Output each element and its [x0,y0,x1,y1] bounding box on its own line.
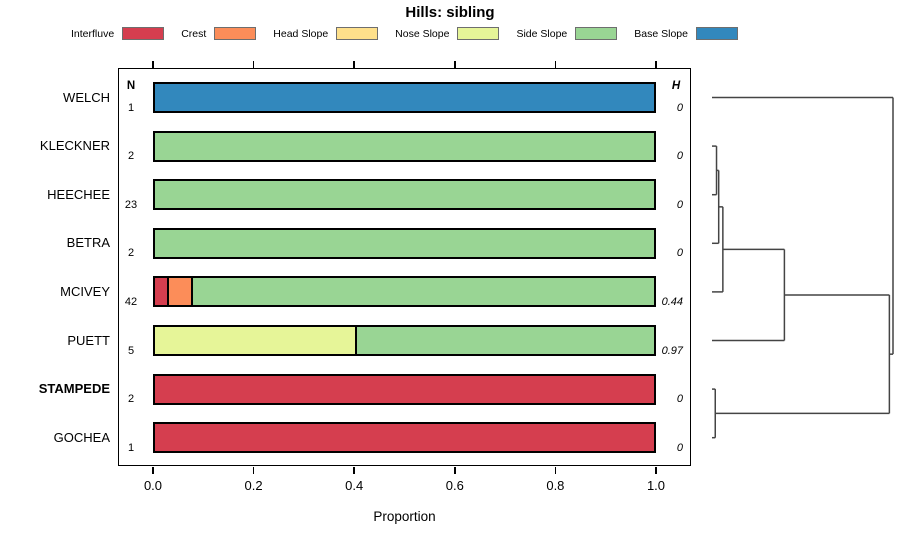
n-value-mcivey: 42 [124,295,138,308]
bar-row-welch [153,82,656,113]
legend: Interfluve Crest Head Slope Nose Slope Side … [0,25,809,42]
h-value-kleckner: 0 [676,150,683,163]
legend-item-nose-slope: Nose Slope [395,27,500,40]
x-tick-top [152,61,154,68]
n-column-header: N [126,80,136,92]
legend-item-base-slope: Base Slope [634,27,738,40]
bar-segment-base-slope [155,84,654,111]
legend-swatch-base-slope [695,27,738,40]
bar-segment-interfluve [155,375,654,403]
n-value-gochea: 1 [127,441,135,454]
row-label-kleckner: KLECKNER [39,138,110,154]
bar-row-betra [153,227,656,259]
n-value-heechee: 23 [124,198,138,211]
legend-label: Side Slope [516,27,568,40]
bar-row-kleckner [153,130,656,162]
legend-item-head-slope: Head Slope [273,27,379,40]
x-tick-top [454,61,456,68]
x-tick-bottom [252,467,255,474]
h-value-welch: 0 [676,101,683,114]
bar-row-mcivey [153,276,656,308]
x-tick-top [554,61,557,68]
x-tick-bottom [454,467,456,474]
legend-item-crest: Crest [181,27,257,40]
legend-label: Interfluve [71,27,115,40]
x-tick-bottom [554,467,557,474]
bar-segment-crest [166,278,191,306]
x-tick-bottom [353,467,355,474]
legend-label: Nose Slope [395,27,450,40]
bar-segment-nose-slope [155,327,355,354]
h-value-betra: 0 [676,247,683,260]
plot-box [118,68,691,466]
h-value-mcivey: 0.44 [661,295,683,308]
x-tick-top [353,61,355,68]
x-tick-label: 0.6 [445,478,464,493]
x-tick-bottom [152,467,154,474]
n-value-kleckner: 2 [127,150,135,163]
row-label-mcivey: MCIVEY [60,283,110,299]
row-label-heechee: HEECHEE [47,186,110,202]
bar-segment-interfluve [155,424,654,452]
x-tick-label: 0.2 [244,478,263,493]
legend-swatch-head-slope [336,27,379,40]
legend-label: Head Slope [273,27,329,40]
x-tick-label: 0.4 [345,478,364,493]
n-value-puett: 5 [127,344,135,357]
bar-segment-side-slope [190,278,654,306]
bar-row-heechee [153,179,656,211]
legend-item-side-slope: Side Slope [516,27,618,40]
n-value-betra: 2 [127,247,135,260]
row-label-gochea: GOCHEA [53,429,110,445]
chart-title: Hills: sibling [405,4,495,21]
bar-segment-side-slope [354,327,654,354]
legend-label: Crest [181,27,207,40]
h-column-header: H [671,80,681,92]
legend-swatch-interfluve [122,27,165,40]
x-tick-label: 0.8 [546,478,565,493]
row-label-stampede: STAMPEDE [38,381,110,397]
row-label-betra: BETRA [66,235,110,251]
legend-item-interfluve: Interfluve [71,27,165,40]
bar-row-gochea [153,422,656,454]
x-tick-label: 1.0 [646,478,666,493]
bar-segment-side-slope [155,132,654,160]
x-tick-top [252,61,255,68]
legend-swatch-side-slope [575,27,618,40]
n-value-welch: 1 [127,101,135,114]
x-tick-top [655,61,657,68]
x-tick-label: 0.0 [143,478,163,493]
legend-swatch-nose-slope [457,27,500,40]
h-value-stampede: 0 [676,393,683,406]
bar-row-puett [153,325,656,356]
h-value-gochea: 0 [676,441,683,454]
legend-swatch-crest [214,27,257,40]
n-value-stampede: 2 [127,393,135,406]
bar-segment-side-slope [155,229,654,257]
h-value-heechee: 0 [676,198,683,211]
row-label-welch: WELCH [63,89,110,105]
x-tick-bottom [655,467,657,474]
bar-segment-side-slope [155,181,654,209]
row-label-puett: PUETT [67,332,110,348]
x-axis-label: Proportion [373,509,436,524]
legend-label: Base Slope [634,27,688,40]
bar-row-stampede [153,373,656,405]
h-value-puett: 0.97 [661,344,683,357]
bar-segment-interfluve [155,278,167,306]
